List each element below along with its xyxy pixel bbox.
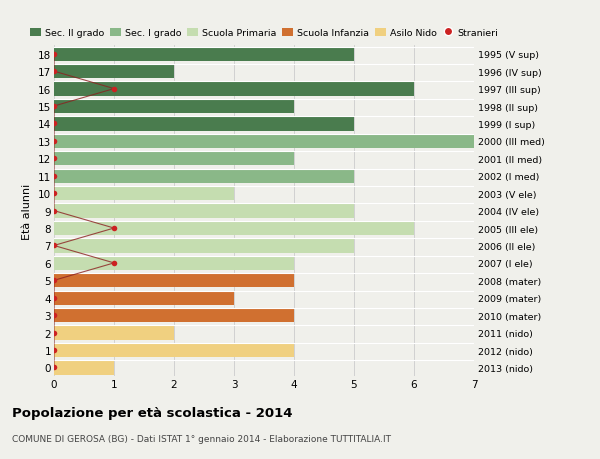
Point <box>109 260 119 267</box>
Point <box>49 294 59 302</box>
Bar <box>54 47 354 62</box>
Bar <box>54 169 354 184</box>
Bar <box>54 256 294 270</box>
Bar <box>54 117 354 131</box>
Text: COMUNE DI GEROSA (BG) - Dati ISTAT 1° gennaio 2014 - Elaborazione TUTTITALIA.IT: COMUNE DI GEROSA (BG) - Dati ISTAT 1° ge… <box>12 434 391 443</box>
Legend: Sec. II grado, Sec. I grado, Scuola Primaria, Scuola Infanzia, Asilo Nido, Stran: Sec. II grado, Sec. I grado, Scuola Prim… <box>29 29 499 38</box>
Point <box>49 138 59 145</box>
Point <box>49 155 59 162</box>
Point <box>109 86 119 93</box>
Point <box>49 68 59 76</box>
Bar <box>54 134 474 149</box>
Bar <box>54 100 294 114</box>
Bar <box>54 65 174 79</box>
Bar <box>54 274 294 288</box>
Bar <box>54 361 114 375</box>
Point <box>49 364 59 371</box>
Bar <box>54 204 354 218</box>
Bar <box>54 326 174 340</box>
Text: Popolazione per età scolastica - 2014: Popolazione per età scolastica - 2014 <box>12 406 293 419</box>
Bar <box>54 343 294 358</box>
Point <box>49 312 59 319</box>
Point <box>49 207 59 215</box>
Point <box>49 329 59 336</box>
Bar <box>54 239 354 253</box>
Bar <box>54 291 234 305</box>
Point <box>49 242 59 250</box>
Bar <box>54 221 414 235</box>
Point <box>49 173 59 180</box>
Point <box>49 347 59 354</box>
Bar <box>54 308 294 323</box>
Point <box>49 103 59 111</box>
Point <box>109 225 119 232</box>
Point <box>49 190 59 197</box>
Point <box>49 51 59 58</box>
Bar <box>54 82 414 96</box>
Point <box>49 121 59 128</box>
Bar <box>54 187 234 201</box>
Y-axis label: Età alunni: Età alunni <box>22 183 32 239</box>
Point <box>49 277 59 285</box>
Bar <box>54 152 294 166</box>
